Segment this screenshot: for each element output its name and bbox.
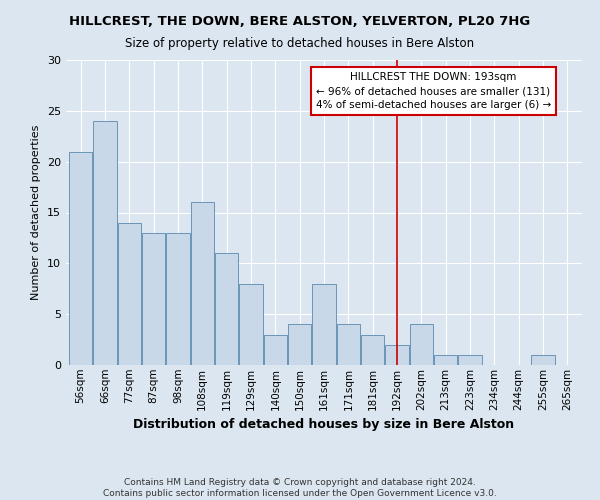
- Bar: [361, 334, 384, 365]
- Text: HILLCREST, THE DOWN, BERE ALSTON, YELVERTON, PL20 7HG: HILLCREST, THE DOWN, BERE ALSTON, YELVER…: [70, 15, 530, 28]
- Bar: [166, 233, 190, 365]
- Bar: [191, 202, 214, 365]
- Bar: [94, 121, 116, 365]
- Text: Contains HM Land Registry data © Crown copyright and database right 2024.
Contai: Contains HM Land Registry data © Crown c…: [103, 478, 497, 498]
- Bar: [337, 324, 360, 365]
- Bar: [239, 284, 263, 365]
- Bar: [288, 324, 311, 365]
- X-axis label: Distribution of detached houses by size in Bere Alston: Distribution of detached houses by size …: [133, 418, 515, 431]
- Text: Size of property relative to detached houses in Bere Alston: Size of property relative to detached ho…: [125, 38, 475, 51]
- Bar: [385, 344, 409, 365]
- Bar: [118, 222, 141, 365]
- Bar: [458, 355, 482, 365]
- Bar: [410, 324, 433, 365]
- Bar: [434, 355, 457, 365]
- Bar: [142, 233, 165, 365]
- Bar: [532, 355, 554, 365]
- Y-axis label: Number of detached properties: Number of detached properties: [31, 125, 41, 300]
- Bar: [69, 152, 92, 365]
- Bar: [264, 334, 287, 365]
- Bar: [313, 284, 335, 365]
- Bar: [215, 253, 238, 365]
- Text: HILLCREST THE DOWN: 193sqm
← 96% of detached houses are smaller (131)
4% of semi: HILLCREST THE DOWN: 193sqm ← 96% of deta…: [316, 72, 551, 110]
